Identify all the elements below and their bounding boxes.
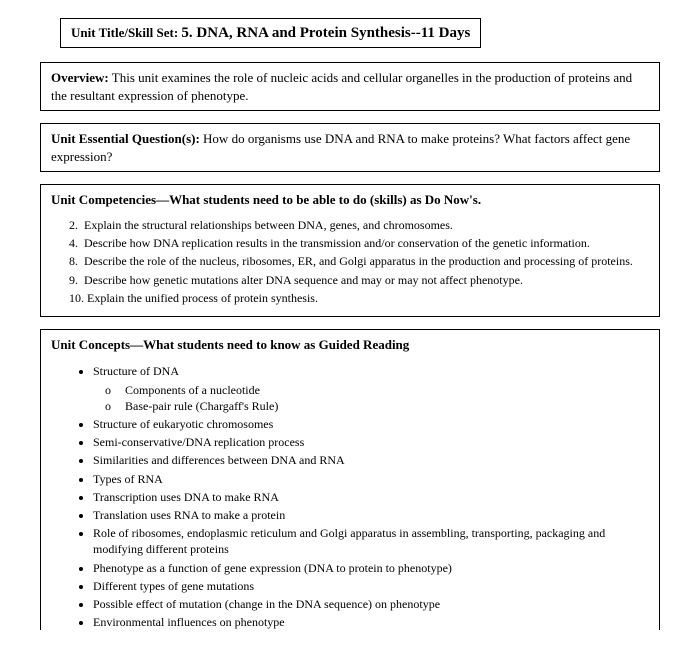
concept-item: Types of RNA	[93, 471, 649, 487]
concept-item: Possible effect of mutation (change in t…	[93, 596, 649, 612]
concept-subitem: Components of a nucleotide	[105, 382, 649, 398]
overview-text: This unit examines the role of nucleic a…	[51, 70, 632, 103]
competency-item: 8. Describe the role of the nucleus, rib…	[69, 253, 649, 269]
overview-label: Overview:	[51, 70, 109, 85]
essential-question-box: Unit Essential Question(s): How do organ…	[40, 123, 660, 172]
concepts-box: Unit Concepts—What students need to know…	[40, 329, 660, 630]
concepts-list-cont: Structure of eukaryotic chromosomes Semi…	[51, 416, 649, 630]
concept-item: Semi-conservative/DNA replication proces…	[93, 434, 649, 450]
concept-item: Structure of eukaryotic chromosomes	[93, 416, 649, 432]
competencies-list: 2. Explain the structural relationships …	[51, 217, 649, 306]
concepts-list: Structure of DNA	[51, 363, 649, 379]
title-prefix: Unit Title/Skill Set:	[71, 25, 178, 40]
concept-subitem: Base-pair rule (Chargaff's Rule)	[105, 398, 649, 414]
concept-item: Transcription uses DNA to make RNA	[93, 489, 649, 505]
concept-item: Phenotype as a function of gene expressi…	[93, 560, 649, 576]
concept-item: Translation uses RNA to make a protein	[93, 507, 649, 523]
competency-item: 4. Describe how DNA replication results …	[69, 235, 649, 251]
competency-item: 2. Explain the structural relationships …	[69, 217, 649, 233]
overview-box: Overview: This unit examines the role of…	[40, 62, 660, 111]
essential-label: Unit Essential Question(s):	[51, 131, 200, 146]
concept-item: Different types of gene mutations	[93, 578, 649, 594]
competencies-label: Unit Competencies—What students need to …	[51, 191, 649, 209]
concepts-label: Unit Concepts—What students need to know…	[51, 336, 649, 354]
concepts-sublist: Components of a nucleotide Base-pair rul…	[105, 382, 649, 414]
competency-item: 10. Explain the unified process of prote…	[69, 290, 649, 306]
concept-item: Environmental influences on phenotype	[93, 614, 649, 630]
concept-item: Similarities and differences between DNA…	[93, 452, 649, 468]
competencies-box: Unit Competencies—What students need to …	[40, 184, 660, 316]
concept-item: Role of ribosomes, endoplasmic reticulum…	[93, 525, 649, 557]
competency-item: 9. Describe how genetic mutations alter …	[69, 272, 649, 288]
concept-item: Structure of DNA	[93, 363, 649, 379]
title-main: 5. DNA, RNA and Protein Synthesis--11 Da…	[181, 25, 470, 41]
unit-title-box: Unit Title/Skill Set: 5. DNA, RNA and Pr…	[60, 18, 481, 48]
